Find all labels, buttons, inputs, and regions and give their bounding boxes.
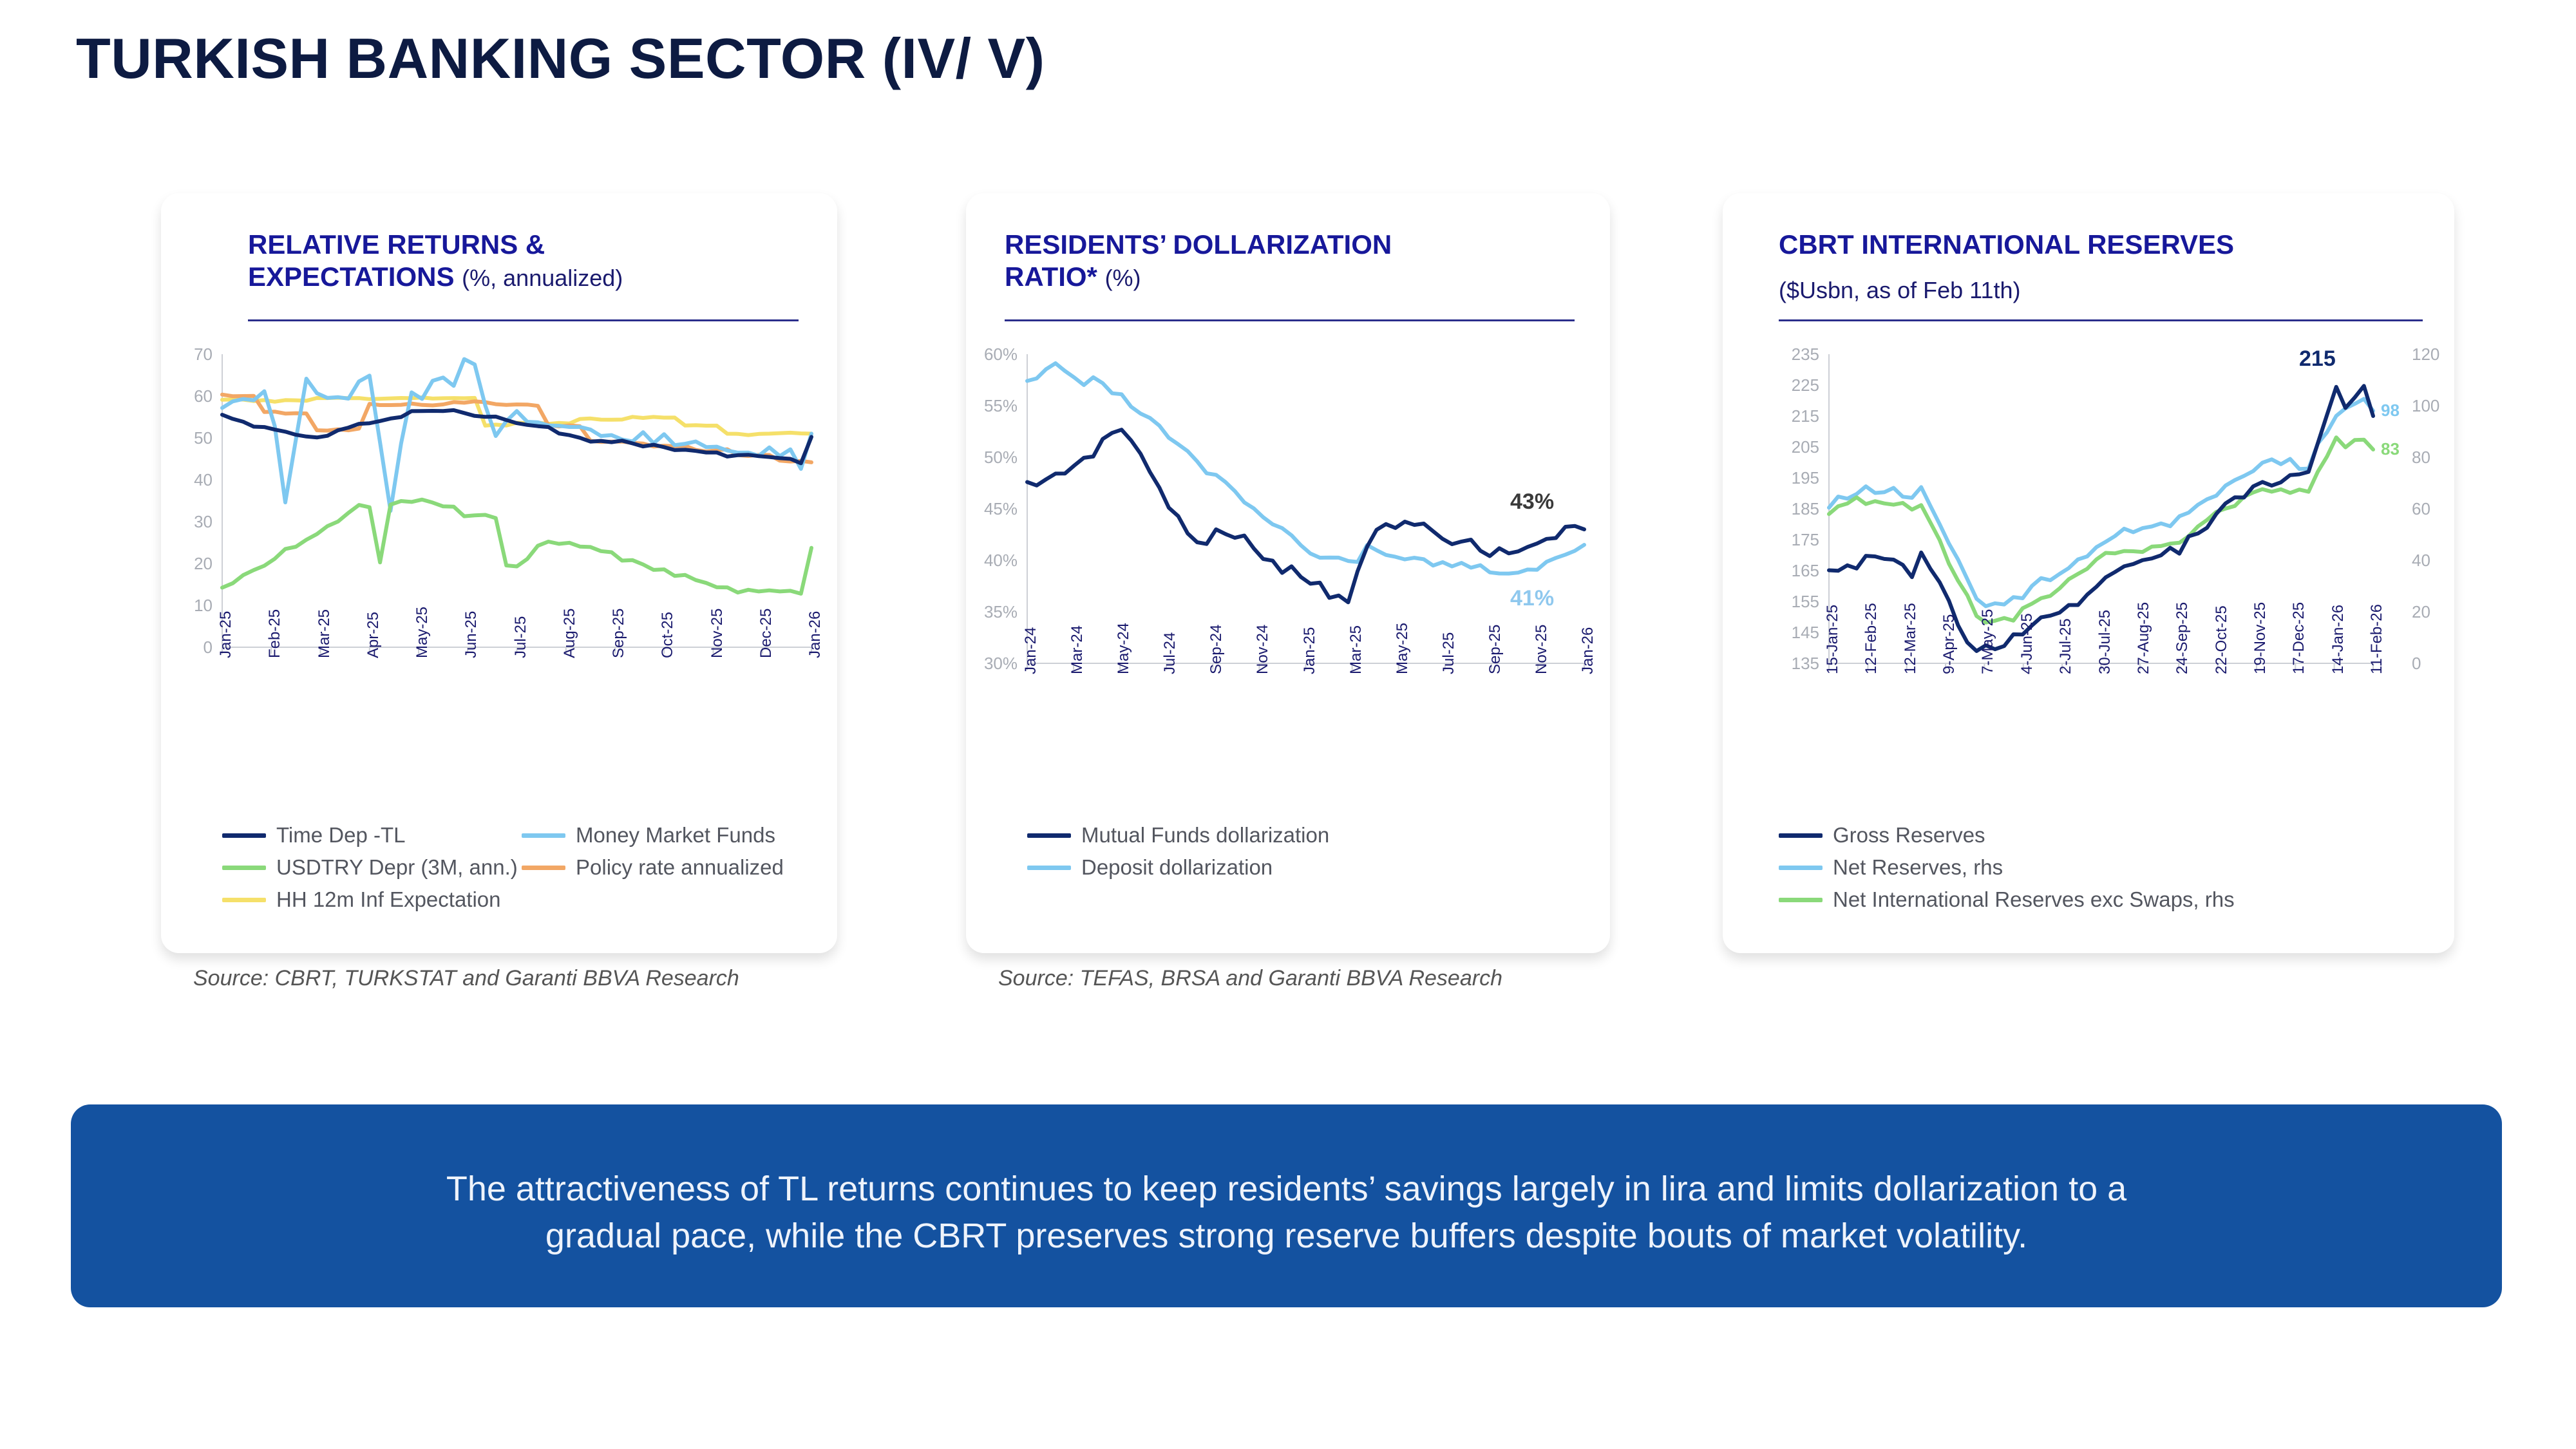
svg-text:80: 80: [2412, 448, 2430, 467]
svg-text:60: 60: [2412, 499, 2430, 518]
svg-text:120: 120: [2412, 345, 2439, 364]
svg-text:185: 185: [1792, 499, 1819, 518]
svg-text:175: 175: [1792, 530, 1819, 549]
svg-text:60: 60: [194, 386, 213, 406]
svg-text:225: 225: [1792, 375, 1819, 395]
svg-text:0: 0: [204, 638, 213, 657]
svg-text:40: 40: [194, 470, 213, 489]
svg-text:215: 215: [1792, 406, 1819, 426]
svg-text:40: 40: [2412, 551, 2430, 570]
svg-text:55%: 55%: [984, 396, 1018, 415]
svg-text:135: 135: [1792, 654, 1819, 673]
svg-text:30%: 30%: [984, 654, 1018, 673]
svg-text:155: 155: [1792, 592, 1819, 611]
svg-text:35%: 35%: [984, 602, 1018, 621]
svg-text:50%: 50%: [984, 448, 1018, 467]
svg-text:165: 165: [1792, 561, 1819, 580]
svg-text:50: 50: [194, 428, 213, 448]
svg-text:30: 30: [194, 512, 213, 531]
svg-text:195: 195: [1792, 468, 1819, 488]
svg-text:70: 70: [194, 345, 213, 364]
svg-text:20: 20: [194, 554, 213, 573]
svg-text:205: 205: [1792, 437, 1819, 457]
svg-text:45%: 45%: [984, 499, 1018, 518]
svg-text:235: 235: [1792, 345, 1819, 364]
svg-text:10: 10: [194, 596, 213, 615]
svg-text:100: 100: [2412, 396, 2439, 415]
svg-text:40%: 40%: [984, 551, 1018, 570]
svg-text:20: 20: [2412, 602, 2430, 621]
svg-text:145: 145: [1792, 623, 1819, 642]
svg-text:60%: 60%: [984, 345, 1018, 364]
svg-text:0: 0: [2412, 654, 2421, 673]
